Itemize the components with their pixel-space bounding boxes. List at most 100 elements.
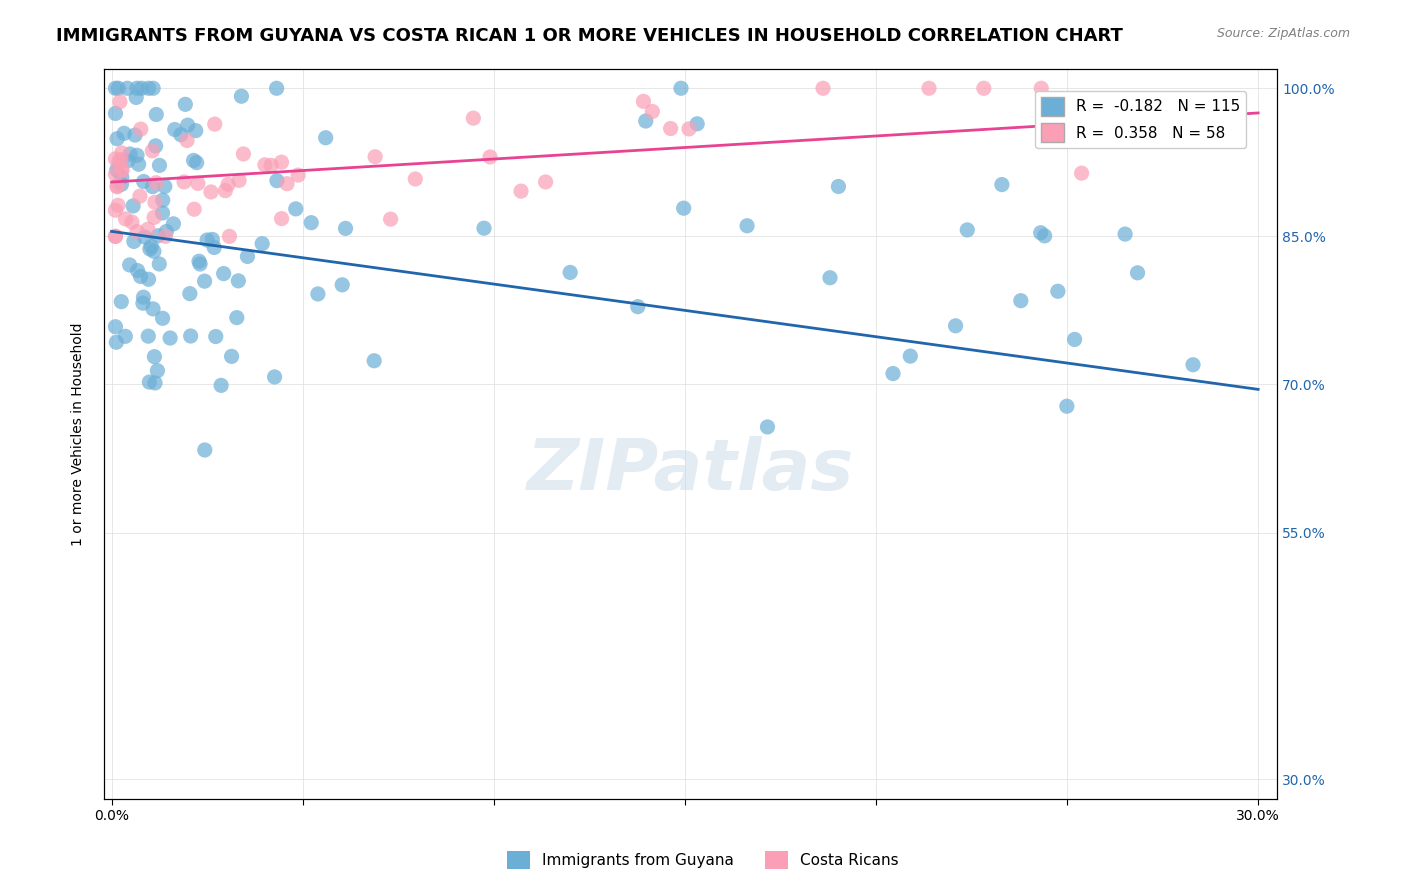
Point [127,263,149,277]
Point [138,81,160,95]
Point [117,153,139,168]
Point [105,335,128,350]
Point [107,198,129,212]
Point [162,217,184,231]
Point [315,130,337,145]
Point [174,97,197,112]
Point [204,329,226,343]
Point [134,230,156,244]
Point [146,364,169,378]
Point [124,128,146,142]
Point [128,157,150,171]
Point [141,239,163,253]
Point [560,265,582,279]
Point [945,318,967,333]
Legend: Immigrants from Guyana, Costa Ricans: Immigrants from Guyana, Costa Ricans [501,845,905,875]
Point [111,162,134,177]
Point [132,175,155,189]
Point [956,223,979,237]
Point [212,267,235,281]
Point [183,153,205,168]
Point [188,257,211,271]
Point [1114,227,1136,241]
Point [270,155,292,169]
Point [105,132,128,146]
Point [110,294,132,309]
Point [110,178,132,192]
Point [132,290,155,304]
Point [153,179,176,194]
Point [170,128,193,142]
Point [155,229,177,244]
Point [111,163,134,178]
Point [159,331,181,345]
Point [152,206,174,220]
Point [131,81,153,95]
Y-axis label: 1 or more Vehicles in Household: 1 or more Vehicles in Household [72,322,86,546]
Point [184,123,207,137]
Point [105,162,128,177]
Point [129,122,152,136]
Point [270,211,292,226]
Point [1070,166,1092,180]
Point [1126,266,1149,280]
Point [201,232,224,246]
Point [104,229,127,244]
Point [686,117,709,131]
Point [179,286,201,301]
Point [404,172,426,186]
Point [973,81,995,95]
Point [307,287,329,301]
Point [146,228,169,243]
Text: ZIPatlas: ZIPatlas [527,436,855,505]
Point [363,353,385,368]
Point [818,270,841,285]
Point [335,221,357,235]
Point [108,155,131,169]
Point [188,254,211,268]
Point [104,152,127,166]
Point [195,233,218,247]
Point [756,420,779,434]
Point [148,257,170,271]
Point [1029,226,1052,240]
Point [209,378,232,392]
Point [132,296,155,310]
Point [112,126,135,140]
Text: IMMIGRANTS FROM GUYANA VS COSTA RICAN 1 OR MORE VEHICLES IN HOUSEHOLD CORRELATIO: IMMIGRANTS FROM GUYANA VS COSTA RICAN 1 … [56,27,1123,45]
Point [145,139,167,153]
Point [1182,358,1205,372]
Point [534,175,557,189]
Point [187,177,209,191]
Point [263,370,285,384]
Legend: R =  -0.182   N = 115, R =  0.358   N = 58: R = -0.182 N = 115, R = 0.358 N = 58 [1035,91,1246,148]
Point [108,95,131,109]
Point [330,277,353,292]
Point [204,117,226,131]
Point [105,179,128,194]
Point [882,367,904,381]
Point [633,95,655,109]
Point [364,150,387,164]
Point [1046,285,1069,299]
Point [634,114,657,128]
Point [221,350,243,364]
Point [136,222,159,236]
Point [678,121,700,136]
Point [236,249,259,263]
Point [138,272,160,286]
Point [186,155,208,169]
Point [1033,228,1056,243]
Point [217,178,239,192]
Point [143,211,166,225]
Point [1056,399,1078,413]
Point [105,178,128,193]
Point [183,202,205,217]
Point [152,311,174,326]
Point [125,148,148,162]
Point [202,240,225,254]
Point [510,184,533,198]
Point [200,185,222,199]
Point [1031,81,1053,95]
Point [104,229,127,244]
